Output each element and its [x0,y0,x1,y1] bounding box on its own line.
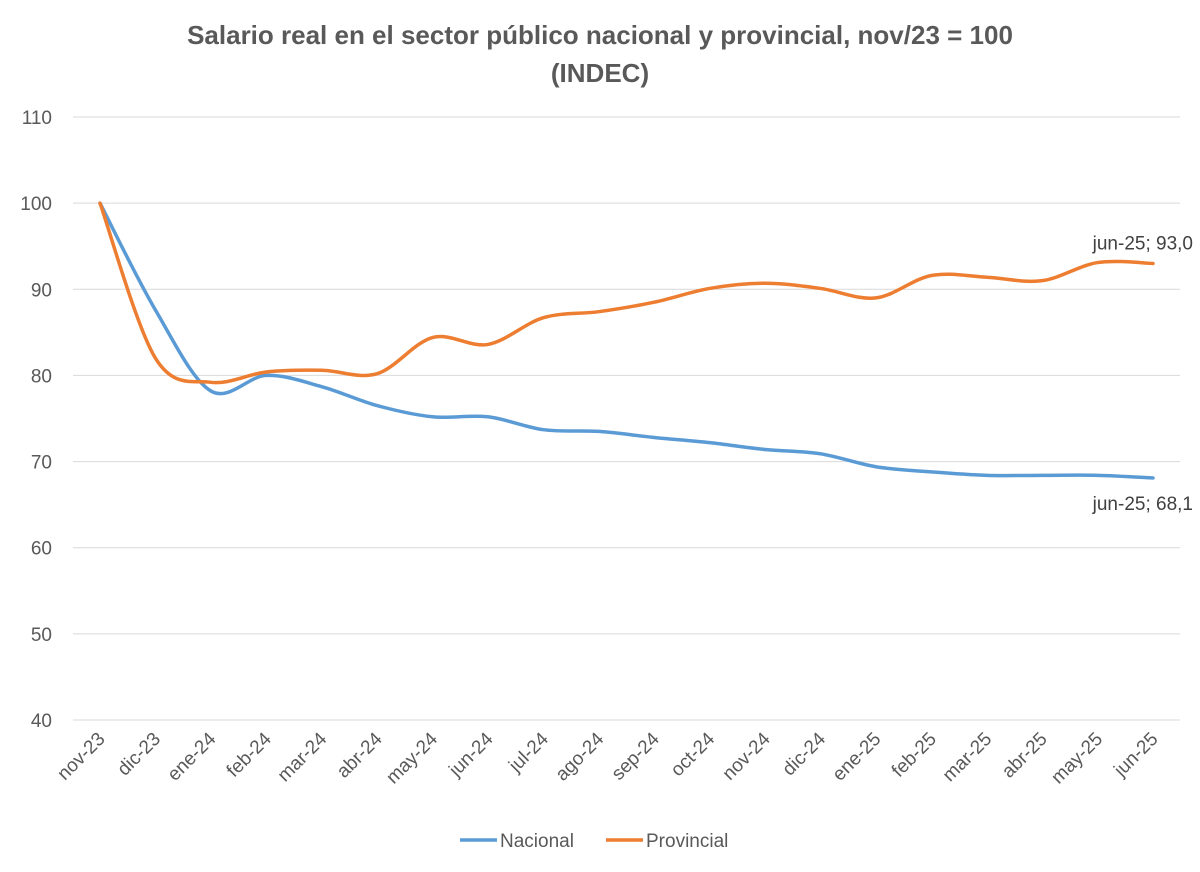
x-tick-label: feb-24 [223,728,276,781]
series-line-provincial [98,201,1155,385]
x-tick-label: mar-25 [939,729,996,786]
x-tick-label: ene-25 [829,729,886,786]
x-tick-label: oct-24 [667,728,719,780]
x-tick-label: feb-25 [888,729,941,782]
chart-title: Salario real en el sector público nacion… [0,16,1200,92]
x-tick-label: may-25 [1047,729,1107,789]
data-label-provincial-last: jun-25; 93,0 [1092,233,1193,254]
x-tick-label: mar-24 [274,728,332,786]
y-tick-label: 60 [31,539,52,560]
x-tick-label: sep-24 [608,728,664,784]
y-tick-label: 80 [31,366,52,387]
legend-label-provincial: Provincial [646,831,728,852]
series-line-nacional [98,201,1155,480]
y-tick-label: 40 [31,711,52,732]
y-tick-label: 50 [31,625,52,646]
x-tick-label: nov-24 [719,728,775,784]
y-tick-label: 110 [22,108,52,129]
y-tick-label: 70 [31,453,52,474]
data-label-nacional-last: jun-25; 68,1 [1092,494,1193,515]
y-tick-label: 100 [20,194,52,215]
x-tick-label: jun-24 [445,728,498,781]
legend-label-nacional: Nacional [500,831,574,852]
x-tick-label: dic-24 [779,728,831,780]
x-tick-label: jun-25 [1110,729,1163,782]
y-tick-label: 90 [31,280,52,301]
x-tick-label: dic-23 [114,729,165,780]
x-tick-label: may-24 [382,728,442,788]
x-tick-label: abr-25 [998,729,1052,783]
x-tick-label: nov-23 [54,729,110,785]
x-tick-label: ago-24 [552,728,609,785]
chart-subtitle-line: (INDEC) [550,58,650,88]
x-tick-label: abr-24 [333,728,387,782]
x-tick-label: ene-24 [164,728,221,785]
chart-title-line: Salario real en el sector público nacion… [187,20,1013,50]
x-tick-label: jul-24 [504,728,553,777]
